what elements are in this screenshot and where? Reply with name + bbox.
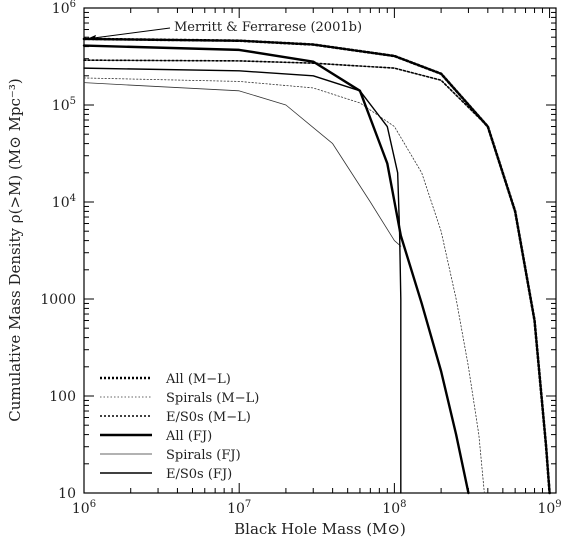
legend-label: Spirals (FJ) bbox=[166, 448, 241, 463]
legend-label: All (M−L) bbox=[165, 372, 231, 387]
x-tick-label: 106 bbox=[72, 499, 96, 517]
series-line-4 bbox=[83, 82, 402, 247]
y-tick-label: 105 bbox=[52, 96, 76, 114]
axis-ticks bbox=[83, 7, 556, 494]
annotation-label: Merritt & Ferrarese (2001b) bbox=[174, 20, 362, 35]
annotation-layer: Merritt & Ferrarese (2001b) bbox=[86, 20, 362, 40]
tick-labels: 106 107 108 109 10 100 1000 104 105 106 bbox=[40, 0, 561, 517]
annotation-arrowhead bbox=[87, 34, 96, 40]
series-line-1 bbox=[83, 77, 485, 494]
x-axis-label: Black Hole Mass (M⊙) bbox=[234, 520, 406, 538]
series-line-3 bbox=[82, 44, 470, 495]
x-tick-label: 108 bbox=[382, 499, 406, 517]
legend-label: E/S0s (FJ) bbox=[166, 467, 232, 482]
y-tick-label: 1000 bbox=[40, 292, 76, 308]
y-tick-label: 10 bbox=[58, 486, 76, 502]
annotation-arrow bbox=[86, 27, 171, 40]
legend-label: Spirals (M−L) bbox=[166, 391, 259, 406]
series-layer bbox=[82, 37, 551, 495]
x-tick-label: 107 bbox=[227, 499, 251, 517]
y-tick-label: 106 bbox=[52, 0, 76, 17]
plot-frame bbox=[83, 7, 557, 494]
legend-label: E/S0s (M−L) bbox=[166, 410, 251, 425]
y-axis-label: Cumulative Mass Density ρ(>M) (M⊙ Mpc⁻³) bbox=[6, 78, 24, 421]
y-tick-label: 100 bbox=[49, 389, 76, 405]
legend-label: All (FJ) bbox=[165, 429, 212, 444]
series-line-5 bbox=[83, 67, 402, 494]
series-line-2 bbox=[83, 59, 551, 494]
y-tick-label: 104 bbox=[52, 193, 76, 211]
legend: All (M−L) Spirals (M−L) E/S0s (M−L) All (FJ… bbox=[100, 372, 259, 482]
series-line-0 bbox=[82, 37, 551, 495]
x-tick-label: 109 bbox=[537, 499, 561, 517]
